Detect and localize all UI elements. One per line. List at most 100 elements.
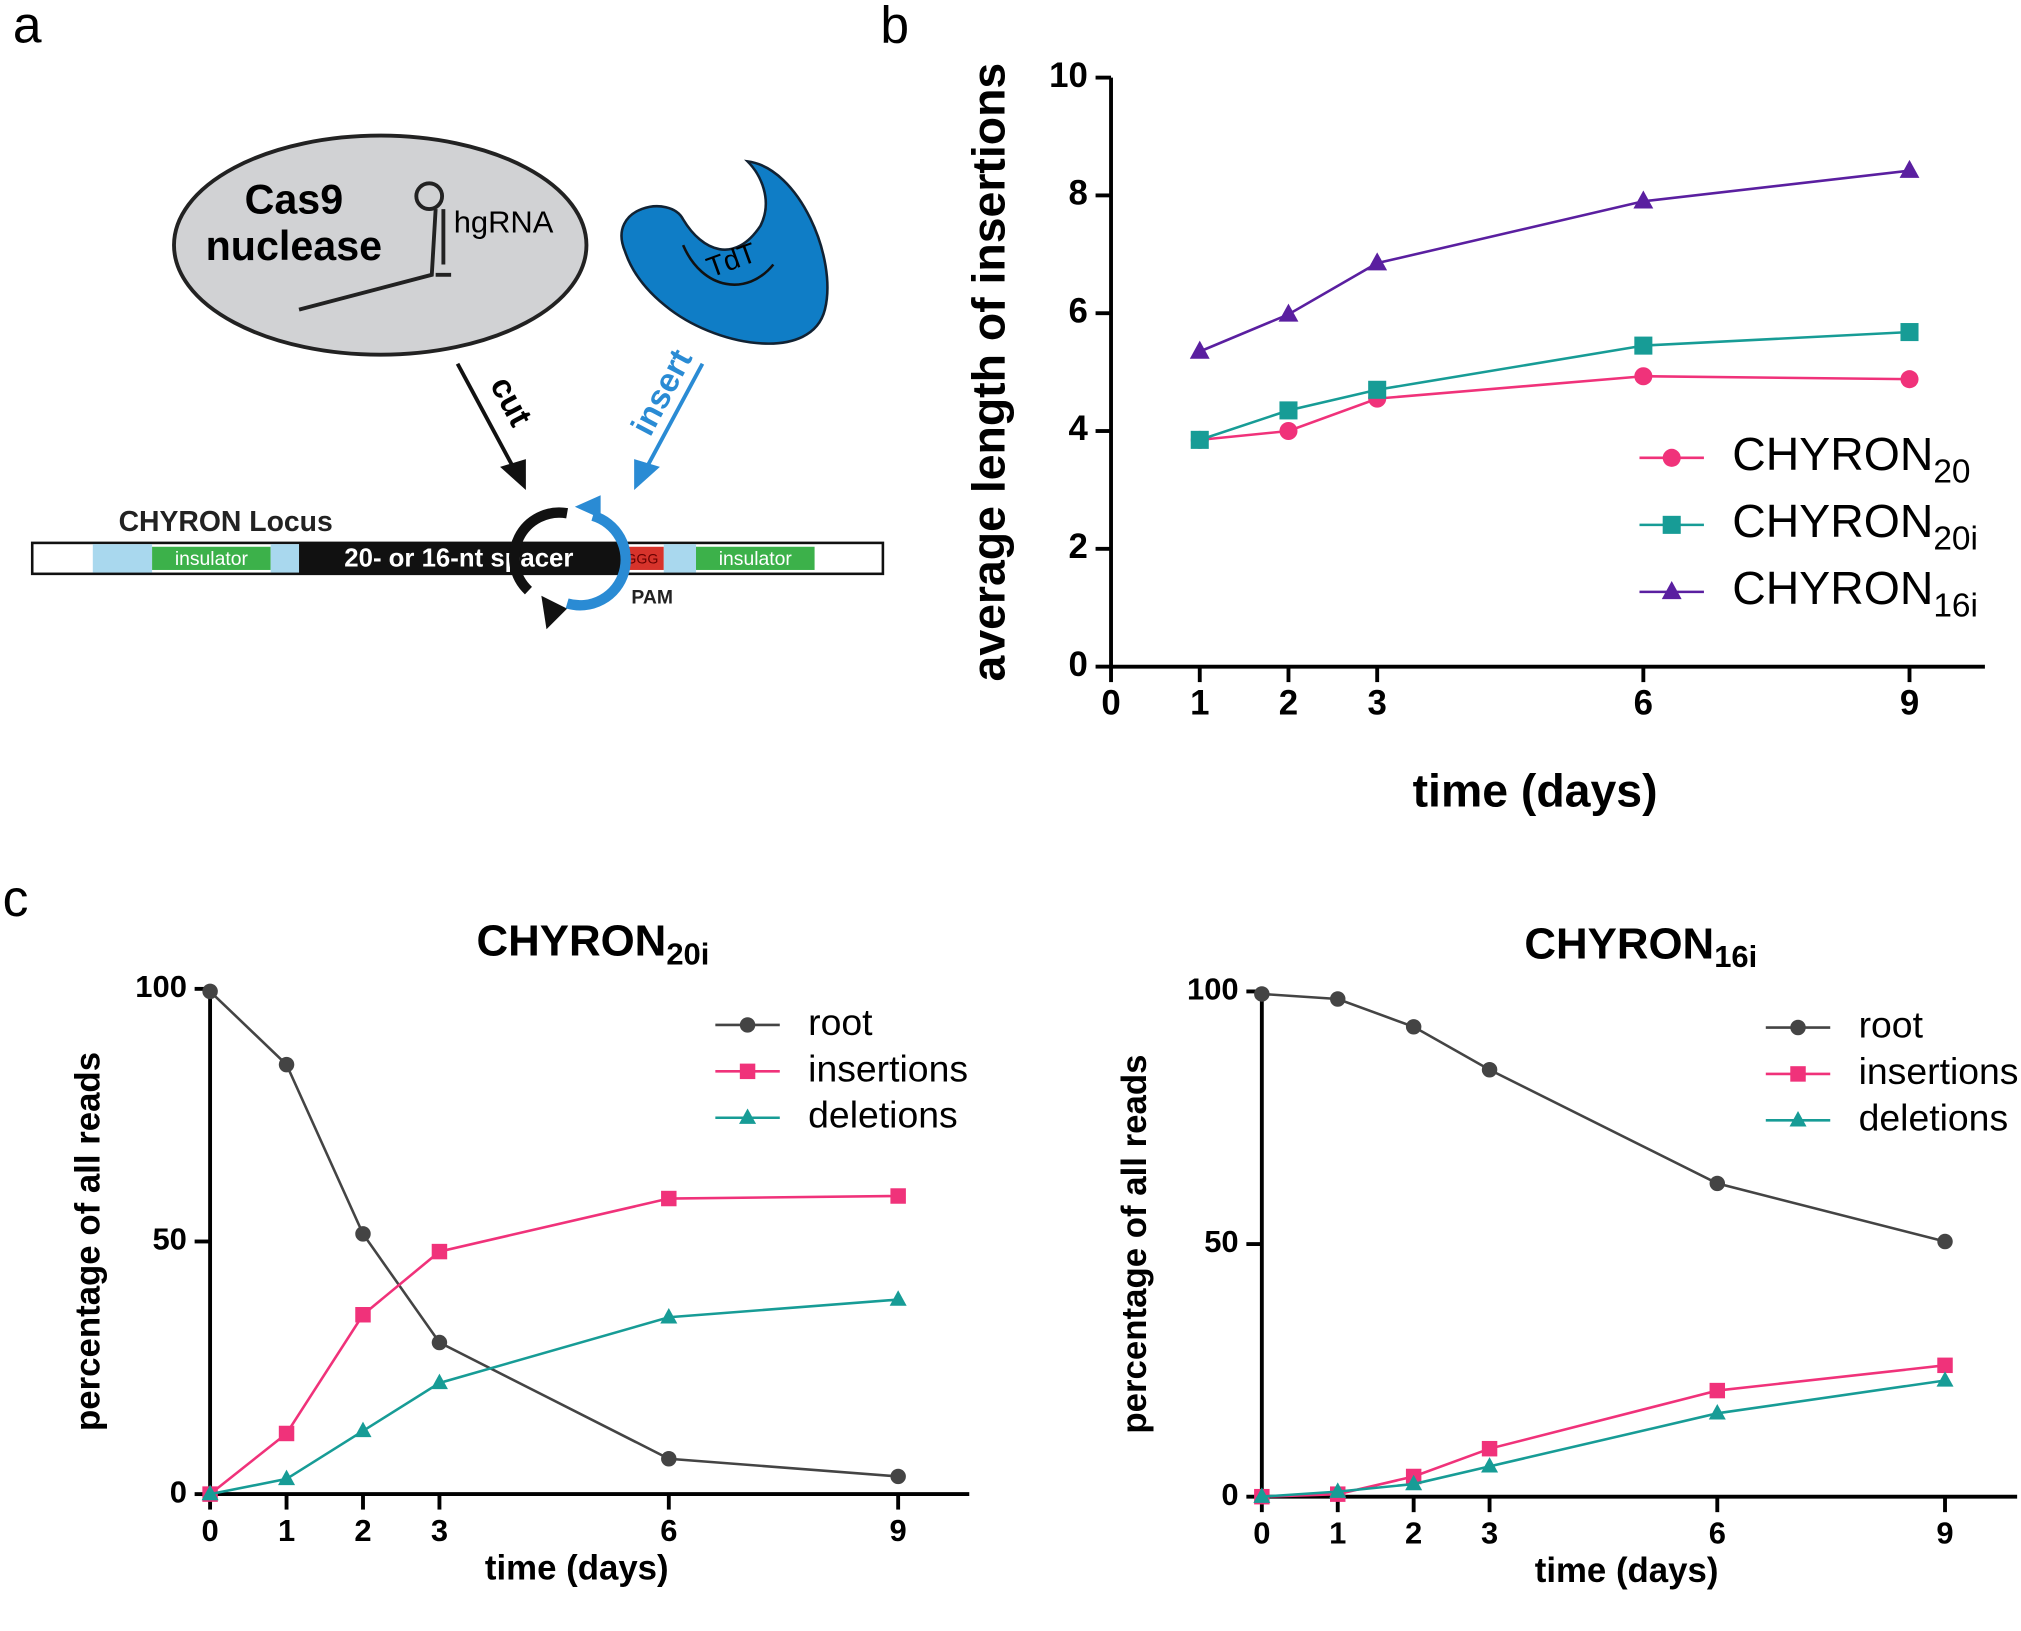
- ring-head: [541, 595, 568, 630]
- locus-segment: [270, 544, 300, 573]
- marker: [1405, 1474, 1423, 1491]
- marker: [1189, 340, 1210, 359]
- insulator-label: insulator: [175, 549, 249, 570]
- x-tick-label: 3: [431, 1513, 448, 1548]
- marker: [278, 1469, 296, 1486]
- cut-arrow: [455, 362, 515, 468]
- marker: [1900, 370, 1919, 389]
- legend-name: CHYRON: [1732, 562, 1933, 614]
- insert-arrow: [645, 362, 705, 468]
- series-line: [1261, 1364, 1946, 1498]
- title-subscript: 16i: [1714, 939, 1757, 974]
- marker: [1367, 252, 1388, 271]
- marker: [1368, 380, 1387, 399]
- x-tick-label: 6: [1709, 1516, 1726, 1551]
- arrow-head: [634, 459, 660, 491]
- marker: [1190, 430, 1209, 449]
- y-tick-label: 0: [170, 1474, 187, 1509]
- guide-label: hgRNA: [454, 205, 554, 240]
- y-tick-label: 0: [1068, 645, 1087, 684]
- marker: [355, 1307, 371, 1323]
- cas9-body: [172, 133, 589, 357]
- legend-name: deletions: [1859, 1096, 2009, 1138]
- marker: [1279, 401, 1298, 420]
- x-tick-label: 2: [1279, 683, 1298, 722]
- marker: [1405, 1019, 1422, 1035]
- locus-segment: [152, 546, 271, 570]
- marker: [1634, 367, 1653, 386]
- marker: [890, 1188, 906, 1204]
- legend-label: insertions: [1859, 1050, 2019, 1092]
- legend-subscript: 16i: [1933, 587, 1978, 624]
- locus-segment: [663, 544, 697, 573]
- chart-title: CHYRON20i: [476, 916, 709, 971]
- marker: [889, 1290, 907, 1306]
- legend-name: CHYRON: [1732, 495, 1933, 547]
- marker: [1481, 1062, 1498, 1078]
- locus-segment: [696, 546, 815, 570]
- marker: [1661, 581, 1682, 600]
- x-tick-label: 3: [1368, 683, 1387, 722]
- y-tick-label: 2: [1068, 527, 1087, 566]
- marker: [430, 1373, 448, 1390]
- marker: [1709, 1382, 1726, 1399]
- x-tick-label: 9: [1936, 1516, 1953, 1551]
- tdt-groove: [681, 244, 775, 286]
- marker: [1662, 515, 1681, 534]
- x-tick-label: 3: [1481, 1516, 1498, 1551]
- legend-subscript: 20: [1933, 453, 1970, 490]
- x-tick-label: 6: [1634, 683, 1653, 722]
- x-tick-label: 0: [201, 1513, 218, 1548]
- series-line: [209, 1194, 899, 1496]
- title-subscript: 20i: [666, 937, 709, 972]
- x-tick-label: 1: [278, 1513, 295, 1548]
- chart: 0 50 100 0 1 2 3 6 9 percentage of all reads time …: [68, 916, 970, 1587]
- marker: [1708, 1404, 1726, 1420]
- x-tick-label: 2: [354, 1513, 371, 1548]
- x-axis-label: time (days): [1535, 1551, 1719, 1590]
- x-tick-label: 1: [1329, 1516, 1346, 1551]
- x-axis-label: time (days): [485, 1548, 669, 1587]
- marker: [1937, 1357, 1953, 1374]
- pam-seq-label: GGG: [625, 551, 658, 567]
- locus-segment: [92, 544, 153, 573]
- marker: [739, 1063, 756, 1080]
- legend-name: deletions: [808, 1094, 958, 1136]
- x-tick-label: 6: [660, 1513, 677, 1548]
- x-tick-label: 1: [1190, 683, 1209, 722]
- marker: [202, 983, 218, 1000]
- marker: [1330, 991, 1346, 1007]
- cut-ring: [509, 507, 569, 595]
- ring-head: [574, 495, 601, 519]
- legend-label: deletions: [1859, 1096, 2009, 1138]
- legend-label: deletions: [808, 1094, 958, 1136]
- marker: [431, 1243, 448, 1260]
- chart: 0 50 100 0 1 2 3 6 9 percentage of all reads time …: [1115, 919, 2018, 1590]
- x-tick-label: 9: [1900, 683, 1919, 722]
- marker: [1790, 1066, 1806, 1082]
- y-axis-label: percentage of all reads: [68, 1052, 107, 1431]
- series-line: [209, 990, 899, 1478]
- marker: [1254, 986, 1270, 1002]
- marker: [1329, 1482, 1347, 1498]
- marker: [1900, 323, 1919, 342]
- marker: [739, 1017, 756, 1033]
- marker: [354, 1421, 372, 1438]
- y-tick-label: 50: [152, 1222, 186, 1257]
- marker: [1789, 1111, 1807, 1127]
- series-line: [1261, 992, 1946, 1243]
- enzyme-label: nuclease: [206, 223, 382, 269]
- series-line: [209, 1298, 899, 1496]
- marker: [739, 1108, 757, 1124]
- title-text: CHYRON: [1524, 919, 1714, 968]
- marker: [1899, 159, 1920, 178]
- panel-label: a: [13, 0, 42, 53]
- locus-segment: [299, 542, 622, 574]
- legend-label: CHYRON20i: [1732, 495, 1978, 557]
- tdt-body: [620, 159, 829, 345]
- pam-label: PAM: [631, 587, 673, 608]
- legend-name: root: [1859, 1003, 1924, 1045]
- y-axis-label: average length of insertions: [963, 63, 1015, 682]
- x-tick-label: 2: [1405, 1516, 1422, 1551]
